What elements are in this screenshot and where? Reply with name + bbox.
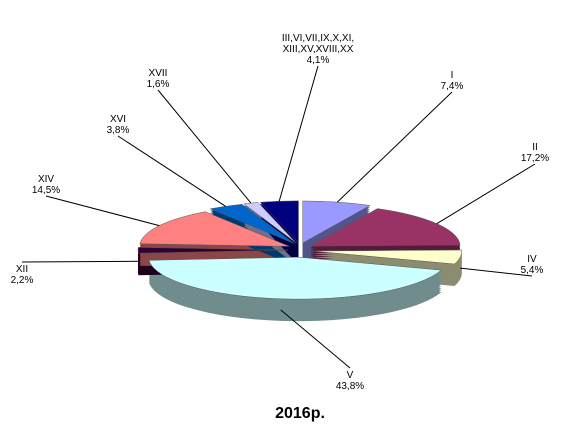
- leader-line: [280, 309, 351, 369]
- slice-label: XVII: [149, 68, 168, 79]
- slice: [259, 200, 299, 244]
- slice-value-label: 4,1%: [307, 55, 330, 66]
- leader-line: [45, 195, 160, 227]
- slice-label: XVI: [110, 114, 126, 125]
- slice-label: I: [451, 70, 454, 81]
- slice-label: II: [532, 142, 538, 153]
- slice: [148, 256, 442, 300]
- slice-value-label: 1,6%: [147, 79, 170, 90]
- slice: [137, 247, 289, 254]
- leader-line: [117, 135, 226, 207]
- slice-value-label: 7,4%: [441, 81, 464, 92]
- leader-line: [157, 89, 252, 204]
- slice-label: III,VI,VII,IX,X,XI, XIII,XV,XVIII,XX: [282, 33, 354, 55]
- slice-value-label: 43,8%: [336, 381, 364, 392]
- slice-label: IV: [527, 254, 537, 265]
- slice-value-label: 14,5%: [32, 185, 60, 196]
- leader-line: [436, 163, 536, 225]
- leader-line: [460, 267, 533, 277]
- slice: [302, 200, 371, 244]
- leader-line: [21, 260, 139, 263]
- chart-title: 2016р.: [275, 405, 325, 422]
- leader-line: [278, 65, 319, 202]
- slice: [209, 204, 295, 244]
- slice-value-label: 17,2%: [521, 153, 549, 164]
- slice-label: XII: [16, 264, 28, 275]
- slice-value-label: 5,4%: [521, 265, 544, 276]
- leader-line: [336, 91, 453, 203]
- slice-label: V: [347, 370, 354, 381]
- slice-value-label: 3,8%: [107, 125, 130, 136]
- slice-value-label: 2,2%: [11, 275, 34, 286]
- slice-label: XIV: [38, 174, 54, 185]
- slice-tops: [137, 200, 463, 300]
- slice: [311, 249, 463, 265]
